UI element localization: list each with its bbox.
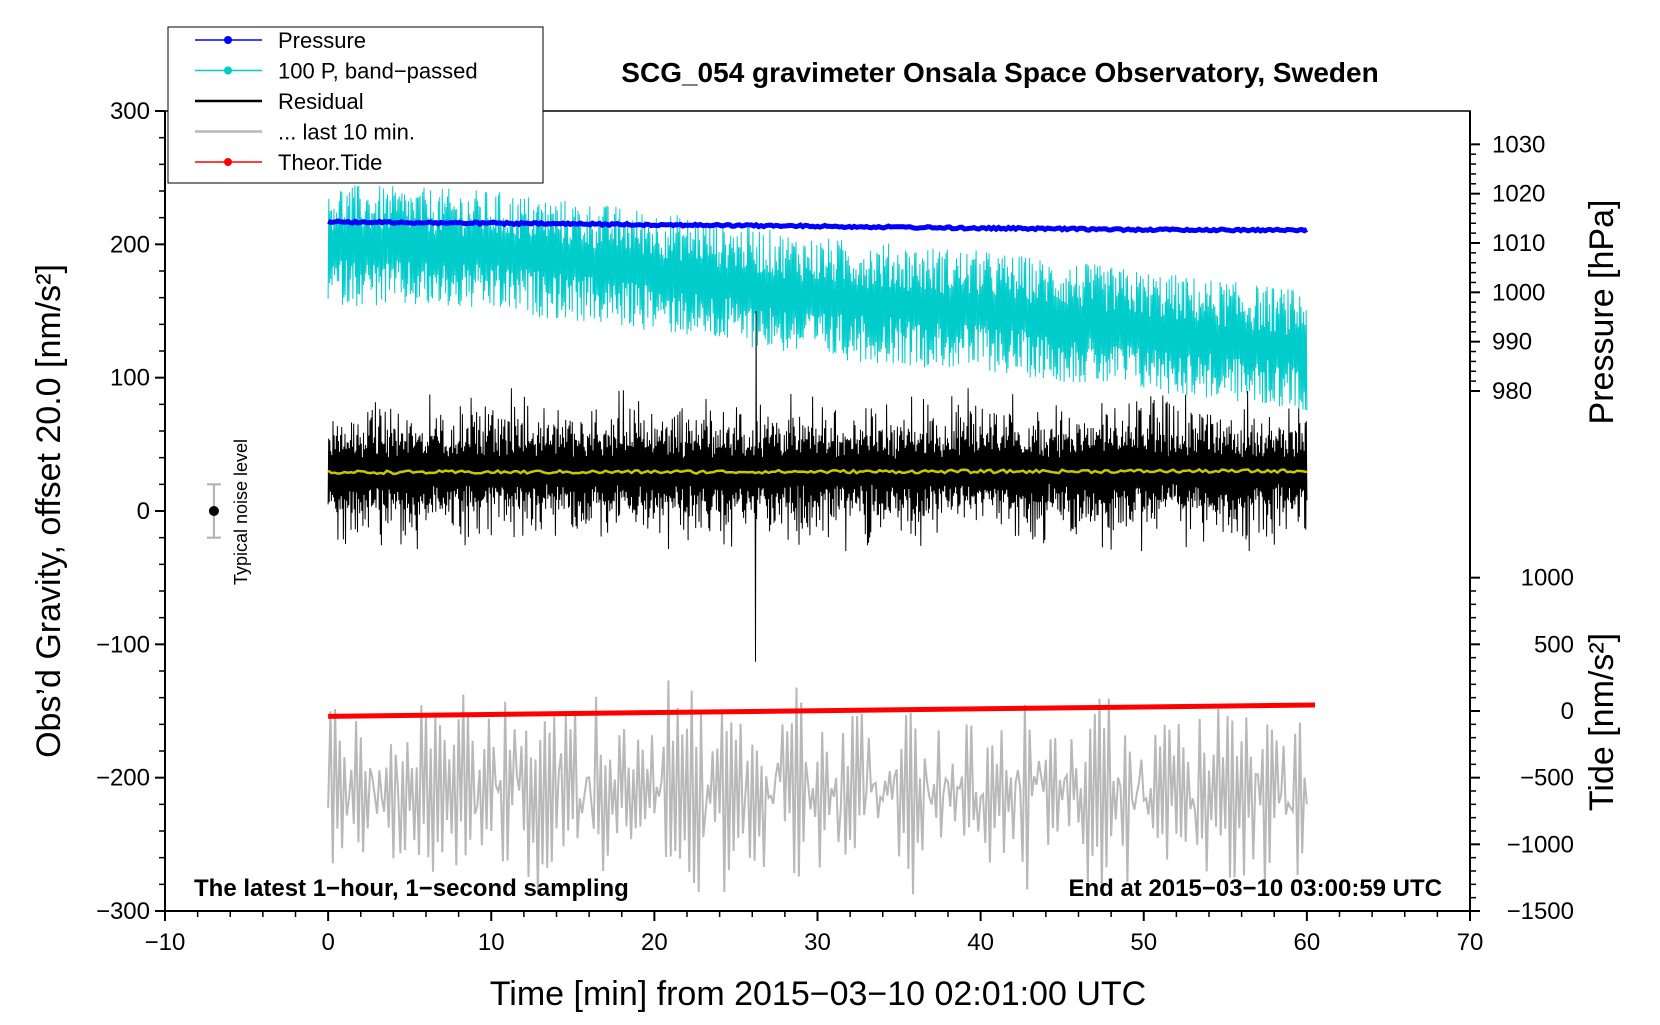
x-axis-title: Time [min] from 2015−03−10 02:01:00 UTC (490, 975, 1146, 1013)
pressure-tick-label: 990 (1492, 329, 1532, 356)
x-tick-label: 0 (321, 929, 334, 956)
legend-label: 100 P, band−passed (278, 59, 478, 84)
pressure-tick-label: 1010 (1492, 230, 1545, 257)
legend-marker (224, 66, 232, 75)
legend: Pressure 100 P, band−passed Residual ... la… (167, 26, 544, 184)
tide-tick-label: 500 (1534, 631, 1574, 658)
pressure-tick-label: 1020 (1492, 181, 1545, 208)
legend-items: Pressure 100 P, band−passed Residual ... la… (195, 28, 478, 175)
legend-label: ... last 10 min. (278, 120, 415, 145)
y-tick-label: −200 (96, 765, 150, 792)
series-bandpassed (327, 185, 1308, 411)
tide-tick-label: 1000 (1521, 565, 1574, 592)
x-tick-label: 70 (1457, 929, 1484, 956)
series-residual-mean (327, 468, 1308, 476)
series-pressure (327, 218, 1309, 234)
tide-ticks: 1000 500 0 −500 −1000 −1500 (1470, 565, 1574, 925)
y-tick-label: −100 (96, 631, 150, 658)
y-tick-label: 0 (137, 498, 150, 525)
x-tick-label: 50 (1130, 929, 1157, 956)
pressure-tick-label: 980 (1492, 378, 1532, 405)
pressure-axis-title: Pressure [hPa] (1583, 200, 1621, 425)
x-tick-label: 20 (641, 929, 668, 956)
series-theor-tide (328, 702, 1316, 719)
annotation-right: End at 2015−03−10 03:00:59 UTC (1068, 875, 1442, 902)
chart-title: SCG_054 gravimeter Onsala Space Observat… (621, 57, 1378, 88)
tide-axis-title: Tide [nm/s²] (1583, 633, 1621, 811)
legend-label: Pressure (278, 28, 366, 53)
tide-tick-label: 0 (1561, 698, 1574, 725)
pressure-tick-label: 1000 (1492, 279, 1545, 306)
x-tick-label: −10 (145, 929, 186, 956)
legend-label: Theor.Tide (278, 150, 382, 175)
tide-tick-label: −1000 (1507, 831, 1574, 858)
y-tick-label: 300 (110, 98, 150, 125)
x-tick-label: 10 (478, 929, 505, 956)
x-tick-label: 30 (804, 929, 831, 956)
legend-marker (224, 158, 232, 166)
noise-bar: Typical noise level (206, 439, 251, 585)
legend-label: Residual (278, 89, 364, 114)
series-last-10-min (327, 680, 1308, 895)
noise-bar-label: Typical noise level (231, 439, 251, 585)
y-axis-title: Obs’d Gravity, offset 20.0 [nm/s²] (30, 264, 68, 758)
y-tick-label: 100 (110, 365, 150, 392)
pressure-tick-label: 1030 (1492, 131, 1545, 158)
tide-tick-label: −500 (1520, 765, 1574, 792)
annotation-left: The latest 1−hour, 1−second sampling (194, 875, 629, 902)
y-tick-label: 200 (110, 231, 150, 258)
y-tick-label: −300 (96, 898, 150, 925)
legend-marker (224, 36, 232, 44)
x-tick-label: 40 (967, 929, 994, 956)
noise-bar-center (208, 506, 219, 516)
legend-box (167, 26, 544, 184)
series-residual (327, 310, 1308, 662)
x-tick-label: 60 (1294, 929, 1321, 956)
traces (327, 185, 1316, 895)
x-ticks: −10 0 10 20 30 40 50 60 70 (145, 911, 1484, 956)
pressure-ticks: 1030 1020 1010 1000 990 980 (1470, 131, 1545, 405)
y-ticks: 300 200 100 0 −100 −200 −300 (96, 98, 165, 925)
tide-tick-label: −1500 (1507, 898, 1574, 925)
